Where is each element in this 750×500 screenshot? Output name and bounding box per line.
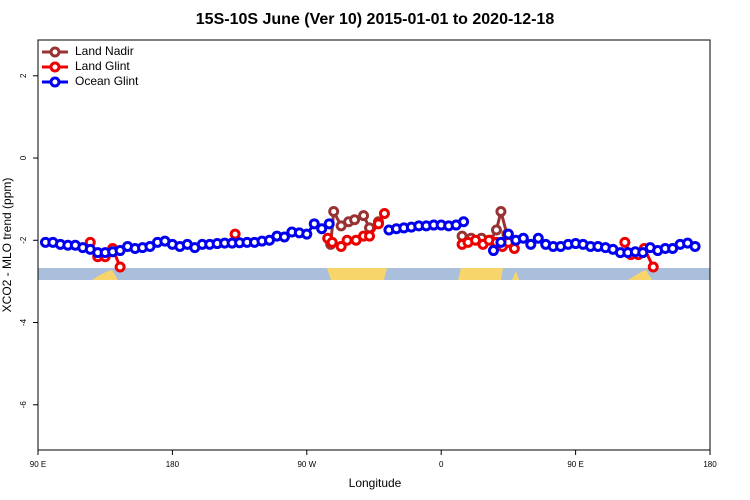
data-point: [326, 236, 338, 248]
data-point: [495, 236, 507, 248]
y-tick-label: -6: [19, 401, 28, 409]
land-shape: [92, 270, 118, 280]
land-shape: [628, 270, 652, 280]
data-point: [278, 231, 290, 243]
data-point: [341, 234, 353, 246]
legend-label: Land Nadir: [75, 44, 134, 58]
data-point: [458, 216, 470, 228]
x-tick-label: 90 W: [297, 460, 316, 469]
legend-marker: [49, 46, 61, 58]
data-point: [525, 238, 537, 250]
data-point: [508, 242, 520, 254]
chart-title: 15S-10S June (Ver 10) 2015-01-01 to 2020…: [196, 11, 555, 28]
data-point: [517, 232, 529, 244]
y-tick-label: -4: [19, 318, 28, 326]
data-point: [316, 223, 328, 235]
data-point: [308, 218, 320, 230]
data-point: [495, 205, 507, 217]
y-tick-label: 2: [19, 73, 28, 78]
data-point: [637, 247, 649, 259]
data-point: [619, 236, 631, 248]
legend-label: Ocean Glint: [75, 74, 139, 88]
map-strip: [38, 268, 710, 280]
x-tick-label: 0: [439, 460, 444, 469]
data-point: [301, 228, 313, 240]
x-tick-label: 180: [703, 460, 717, 469]
data-point: [532, 232, 544, 244]
land-shape: [327, 268, 387, 280]
data-point: [358, 210, 370, 222]
data-point: [323, 218, 335, 230]
data-point: [689, 240, 701, 252]
y-tick-label: 0: [19, 155, 28, 160]
x-tick-label: 180: [166, 460, 180, 469]
land-shape: [512, 271, 519, 280]
data-point: [114, 261, 126, 273]
data-point: [335, 240, 347, 252]
plot-frame: [37, 39, 711, 451]
y-tick-label: -2: [19, 236, 28, 244]
data-point: [328, 205, 340, 217]
data-point: [490, 224, 502, 236]
data-point: [378, 208, 390, 220]
x-axis-label: Longitude: [349, 476, 402, 490]
legend-label: Land Glint: [75, 59, 130, 73]
data-point: [647, 261, 659, 273]
y-axis-label: XCO2 - MLO trend (ppm): [0, 178, 14, 313]
data-point: [349, 214, 361, 226]
data-point: [372, 218, 384, 230]
legend-marker: [49, 61, 61, 73]
data-point: [487, 245, 499, 257]
legend-marker: [49, 76, 61, 88]
land-shape: [458, 268, 503, 280]
data-point: [364, 230, 376, 242]
x-tick-label: 90 E: [30, 460, 46, 469]
data-point: [229, 228, 241, 240]
x-tick-label: 90 E: [567, 460, 583, 469]
data-point: [502, 228, 514, 240]
